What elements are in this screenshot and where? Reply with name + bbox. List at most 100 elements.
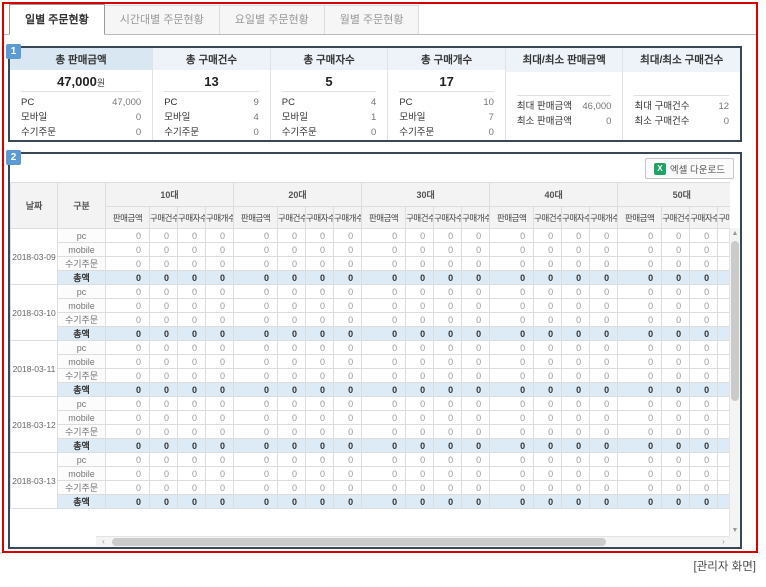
excel-download-button[interactable]: X 엑셀 다운로드 [644, 158, 734, 179]
value-cell: 0 [149, 382, 178, 397]
value-cell: 0 [333, 494, 363, 509]
value-cell: 0 [617, 242, 663, 257]
scroll-left-arrow-icon[interactable]: ‹ [102, 537, 105, 546]
value-cell: 0 [461, 312, 491, 327]
age-group-header: 50대 [617, 182, 730, 207]
type-column-header: 구분 [57, 182, 106, 229]
value-cell: 0 [717, 228, 730, 243]
value-cell: 0 [405, 326, 435, 341]
tab-daily-orders[interactable]: 일별 주문현황 [9, 4, 105, 35]
card-row: 수기주문 0 [21, 127, 142, 138]
value-cell: 0 [204, 312, 235, 327]
value-cell: 0 [204, 270, 235, 285]
card-minmax-sales: 최대/최소 판매금액 최대 판매금액 46,000 최소 판매금액 0 [505, 48, 624, 140]
vertical-scroll-thumb[interactable] [731, 241, 739, 402]
table-row: 총액00000000000000000000 [11, 494, 730, 509]
value-cell: 0 [305, 494, 335, 509]
value-cell: 0 [661, 424, 691, 439]
sub-column-header: 구매건수 [533, 206, 563, 229]
value-cell: 0 [233, 452, 279, 467]
tab-hourly-orders[interactable]: 시간대별 주문현황 [103, 5, 220, 34]
value-cell: 0 [689, 354, 719, 369]
card-row: 모바일 7 [399, 112, 494, 123]
value-cell: 0 [105, 368, 150, 383]
value-cell: 0 [561, 242, 591, 257]
value-cell: 0 [433, 382, 463, 397]
value-cell: 0 [689, 326, 719, 341]
table-row: mobile00000000000000000000 [11, 298, 730, 313]
value-cell: 0 [333, 368, 363, 383]
card-row: 최대 구매건수 12 [634, 101, 730, 112]
value-cell: 0 [689, 242, 719, 257]
age-group-header: 20대 [233, 182, 363, 207]
value-cell: 0 [617, 480, 663, 495]
vertical-scrollbar[interactable]: ▲ ▼ [729, 228, 740, 536]
value-cell: 0 [277, 326, 307, 341]
scroll-down-arrow-icon[interactable]: ▼ [731, 527, 739, 534]
table-row: 수기주문00000000000000000000 [11, 312, 730, 327]
value-cell: 0 [533, 466, 563, 481]
row-type-cell: 총액 [57, 494, 106, 509]
value-cell: 0 [561, 340, 591, 355]
card-total-sales: 총 판매금액 47,000원 PC 47,000 모바일 0 수기주문 0 [10, 48, 154, 140]
value-cell: 0 [233, 466, 279, 481]
value-cell: 0 [333, 466, 363, 481]
value-cell: 0 [361, 438, 407, 453]
value-cell: 0 [233, 284, 279, 299]
tab-weekday-orders[interactable]: 요일별 주문현황 [218, 5, 325, 34]
value-cell: 0 [461, 326, 491, 341]
horizontal-scroll-thumb[interactable] [112, 538, 606, 546]
value-cell: 0 [689, 452, 719, 467]
orders-table: 날짜 구분 10대 20대 30대 40대 50대 판매금액 구매건수 구매자수 구매개수 판매금액 구… [10, 182, 730, 509]
value-cell: 0 [533, 382, 563, 397]
value-cell: 0 [617, 466, 663, 481]
card-value [506, 72, 623, 95]
scroll-right-arrow-icon[interactable]: › [722, 537, 725, 546]
table-row: 총액00000000000000000000 [11, 382, 730, 397]
card-rows: PC 9 모바일 4 수기주문 0 [153, 92, 270, 140]
value-cell: 0 [589, 256, 619, 271]
value-cell: 0 [561, 312, 591, 327]
value-cell: 0 [661, 354, 691, 369]
value-cell: 0 [689, 494, 719, 509]
value-cell: 0 [405, 298, 435, 313]
tab-monthly-orders[interactable]: 월별 주문현황 [323, 5, 420, 34]
value-cell: 0 [305, 284, 335, 299]
table-row: mobile00000000000000000000 [11, 242, 730, 257]
value-cell: 0 [177, 396, 206, 411]
value-cell: 0 [533, 494, 563, 509]
value-cell: 0 [149, 312, 178, 327]
scroll-up-arrow-icon[interactable]: ▲ [731, 230, 739, 237]
sub-column-header: 구매개수 [204, 206, 235, 229]
value-cell: 0 [105, 354, 150, 369]
value-cell: 0 [589, 284, 619, 299]
sub-column-header: 판매금액 [361, 206, 407, 229]
row-type-cell: 수기주문 [57, 424, 106, 439]
value-cell: 0 [489, 298, 535, 313]
value-cell: 0 [405, 410, 435, 425]
value-cell: 0 [204, 480, 235, 495]
card-row: 수기주문 0 [164, 127, 259, 138]
value-cell: 0 [149, 452, 178, 467]
horizontal-scrollbar[interactable]: ‹ › [96, 536, 729, 547]
value-cell: 0 [105, 340, 150, 355]
sub-column-header: 구매자수 [433, 206, 463, 229]
value-cell: 0 [689, 368, 719, 383]
row-type-cell: 총액 [57, 438, 106, 453]
value-cell: 0 [177, 368, 206, 383]
value-cell: 0 [361, 270, 407, 285]
table-row: 총액00000000000000000000 [11, 326, 730, 341]
table-row: 2018-03-12pc00000000000000000000 [10, 396, 730, 453]
value-cell: 0 [433, 424, 463, 439]
value-cell: 0 [433, 242, 463, 257]
value-cell: 0 [333, 256, 363, 271]
divider [516, 95, 612, 96]
sub-column-header: 구매자수 [177, 206, 206, 229]
value-cell: 0 [533, 228, 563, 243]
value-cell: 0 [361, 368, 407, 383]
value-cell: 0 [305, 256, 335, 271]
value-cell: 0 [661, 256, 691, 271]
value-cell: 0 [333, 284, 363, 299]
value-cell: 0 [617, 354, 663, 369]
value-cell: 0 [305, 326, 335, 341]
